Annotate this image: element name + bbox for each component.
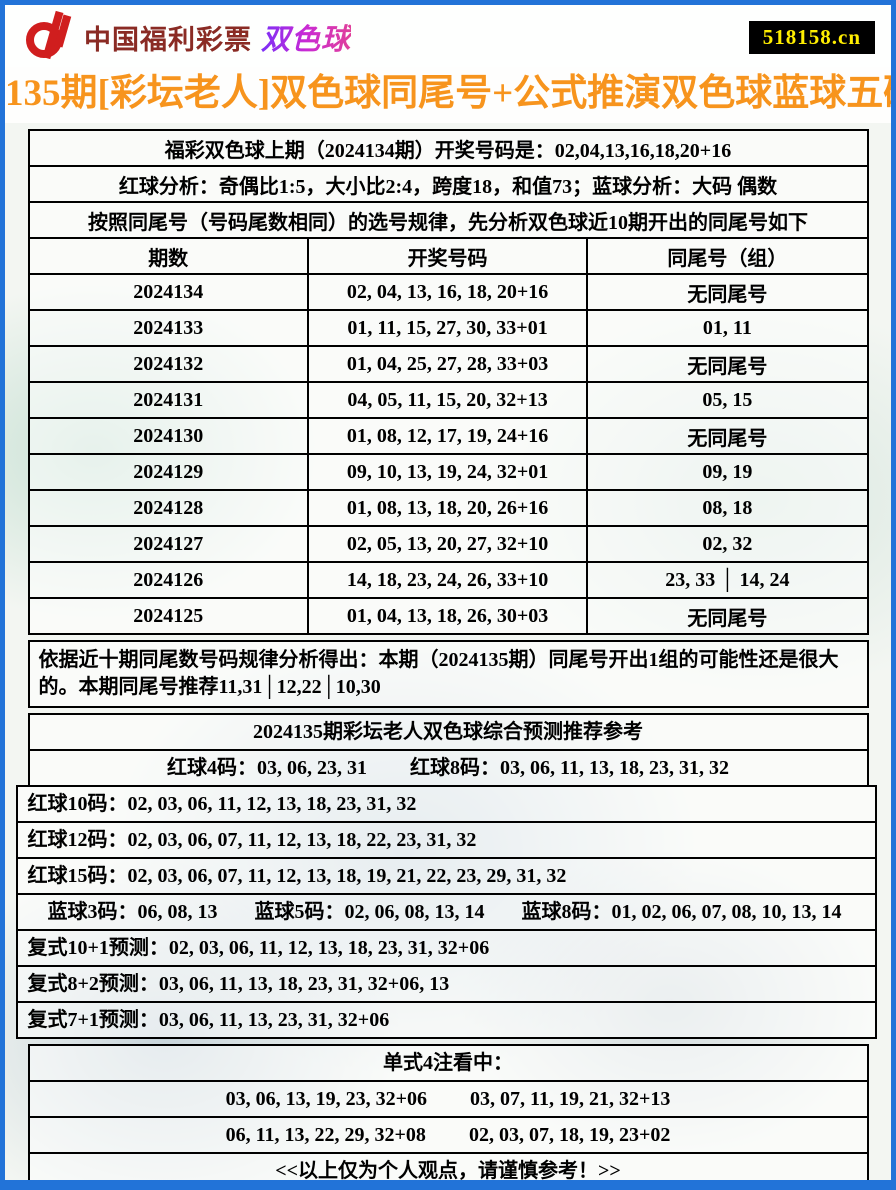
red4-prediction: 红球4码：03, 06, 23, 31 bbox=[167, 757, 368, 779]
danshi-row: 03, 06, 13, 19, 23, 32+06 03, 07, 11, 19… bbox=[27, 1080, 869, 1118]
history-table: 福彩双色球上期（2024134期）开奖号码是：02,04,13,16,18,20… bbox=[27, 129, 869, 635]
content: 福彩双色球上期（2024134期）开奖号码是：02,04,13,16,18,20… bbox=[15, 129, 877, 1180]
tails-cell: 05, 15 bbox=[586, 381, 869, 419]
numbers-cell: 01, 08, 13, 18, 20, 26+16 bbox=[306, 489, 589, 527]
period-cell: 2024129 bbox=[27, 453, 309, 491]
table-row: 2024134 02, 04, 13, 16, 18, 20+16 无同尾号 bbox=[27, 273, 869, 311]
fushi-10plus1-row: 复式10+1预测：02, 03, 06, 11, 12, 13, 18, 23,… bbox=[15, 929, 877, 967]
blue5-prediction: 蓝球5码：02, 06, 08, 13, 14 bbox=[254, 901, 485, 923]
fushi-7plus1-row: 复式7+1预测：03, 06, 11, 13, 23, 31, 32+06 bbox=[15, 1001, 877, 1039]
period-cell: 2024125 bbox=[27, 597, 309, 635]
numbers-cell: 09, 10, 13, 19, 24, 32+01 bbox=[306, 453, 589, 491]
danshi-header: 单式4注看中： bbox=[27, 1044, 869, 1082]
numbers-cell: 14, 18, 23, 24, 26, 33+10 bbox=[306, 561, 589, 599]
period-cell: 2024132 bbox=[27, 345, 309, 383]
table-row: 2024133 01, 11, 15, 27, 30, 33+01 01, 11 bbox=[27, 309, 869, 347]
numbers-cell: 04, 05, 11, 15, 20, 32+13 bbox=[306, 381, 589, 419]
red8-prediction: 红球8码：03, 06, 11, 13, 18, 23, 31, 32 bbox=[410, 757, 729, 779]
table-row: 2024131 04, 05, 11, 15, 20, 32+13 05, 15 bbox=[27, 381, 869, 419]
numbers-cell: 01, 04, 25, 27, 28, 33+03 bbox=[306, 345, 589, 383]
red10-row: 红球10码：02, 03, 06, 11, 12, 13, 18, 23, 31… bbox=[15, 785, 877, 823]
danshi-ticket: 06, 11, 13, 22, 29, 32+08 bbox=[225, 1124, 426, 1146]
tails-cell: 01, 11 bbox=[586, 309, 869, 347]
brand-product-name: 双色球 bbox=[261, 16, 351, 58]
table-row: 2024130 01, 08, 12, 17, 19, 24+16 无同尾号 bbox=[27, 417, 869, 455]
tails-cell: 无同尾号 bbox=[586, 273, 869, 311]
period-cell: 2024127 bbox=[27, 525, 309, 563]
site-badge[interactable]: 518158.cn bbox=[748, 20, 875, 54]
numbers-cell: 01, 11, 15, 27, 30, 33+01 bbox=[306, 309, 589, 347]
danshi-ticket: 03, 07, 11, 19, 21, 32+13 bbox=[470, 1088, 671, 1110]
last-draw-summary: 福彩双色球上期（2024134期）开奖号码是：02,04,13,16,18,20… bbox=[27, 129, 869, 167]
column-header-tails: 同尾号（组） bbox=[586, 237, 869, 275]
tails-cell: 08, 18 bbox=[586, 489, 869, 527]
danshi-ticket: 03, 06, 13, 19, 23, 32+06 bbox=[225, 1088, 428, 1110]
tails-cell: 无同尾号 bbox=[586, 597, 869, 635]
numbers-cell: 01, 08, 12, 17, 19, 24+16 bbox=[306, 417, 589, 455]
ball-analysis-summary: 红球分析：奇偶比1:5，大小比2:4，跨度18，和值73；蓝球分析：大码 偶数 bbox=[27, 165, 869, 203]
fushi-8plus2-row: 复式8+2预测：03, 06, 11, 13, 18, 23, 31, 32+0… bbox=[15, 965, 877, 1003]
analysis-text: 依据近十期同尾数号码规律分析得出：本期（2024135期）同尾号开出1组的可能性… bbox=[27, 640, 869, 708]
column-header-period: 期数 bbox=[27, 237, 309, 275]
tails-cell: 02, 32 bbox=[586, 525, 869, 563]
blue3-prediction: 蓝球3码：06, 08, 13 bbox=[47, 901, 218, 923]
period-cell: 2024126 bbox=[27, 561, 309, 599]
prediction-header: 2024135期彩坛老人双色球综合预测推荐参考 bbox=[27, 713, 869, 751]
tails-cell: 无同尾号 bbox=[586, 417, 869, 455]
danshi-row: 06, 11, 13, 22, 29, 32+08 02, 03, 07, 18… bbox=[27, 1116, 869, 1154]
tails-cell: 09, 19 bbox=[586, 453, 869, 491]
tails-cell: 无同尾号 bbox=[586, 345, 869, 383]
numbers-cell: 02, 04, 13, 16, 18, 20+16 bbox=[306, 273, 589, 311]
red4-red8-row: 红球4码：03, 06, 23, 31 红球8码：03, 06, 11, 13,… bbox=[27, 749, 869, 787]
intro-row: 红球分析：奇偶比1:5，大小比2:4，跨度18，和值73；蓝球分析：大码 偶数 bbox=[27, 165, 869, 203]
rule-description: 按照同尾号（号码尾数相同）的选号规律，先分析双色球近10期开出的同尾号如下 bbox=[27, 201, 869, 239]
period-cell: 2024128 bbox=[27, 489, 309, 527]
brand-name: 中国福利彩票 bbox=[84, 24, 252, 55]
danshi-ticket: 02, 03, 07, 18, 19, 23+02 bbox=[468, 1124, 671, 1146]
period-cell: 2024131 bbox=[27, 381, 309, 419]
period-cell: 2024134 bbox=[27, 273, 309, 311]
table-row: 2024129 09, 10, 13, 19, 24, 32+01 09, 19 bbox=[27, 453, 869, 491]
column-header-numbers: 开奖号码 bbox=[306, 237, 589, 275]
page-title: 135期[彩坛老人]双色球同尾号+公式推演双色球蓝球五码 bbox=[5, 67, 891, 123]
china-welfare-lottery-logo-icon bbox=[23, 9, 75, 66]
numbers-cell: 01, 04, 13, 18, 26, 30+03 bbox=[306, 597, 589, 635]
footer-note: <<以上仅为个人观点，请谨慎参考！>> bbox=[27, 1152, 869, 1180]
intro-row: 福彩双色球上期（2024134期）开奖号码是：02,04,13,16,18,20… bbox=[27, 129, 869, 167]
tails-cell: 23, 33 │ 14, 24 bbox=[586, 561, 869, 599]
red15-row: 红球15码：02, 03, 06, 07, 11, 12, 13, 18, 19… bbox=[15, 857, 877, 895]
table-row: 2024126 14, 18, 23, 24, 26, 33+10 23, 33… bbox=[27, 561, 869, 599]
table-row: 2024132 01, 04, 25, 27, 28, 33+03 无同尾号 bbox=[27, 345, 869, 383]
intro-row: 按照同尾号（号码尾数相同）的选号规律，先分析双色球近10期开出的同尾号如下 bbox=[27, 201, 869, 239]
brand: 中国福利彩票 双色球 bbox=[23, 9, 351, 66]
header: 中国福利彩票 双色球 518158.cn bbox=[5, 5, 891, 67]
blue8-prediction: 蓝球8码：01, 02, 06, 07, 08, 10, 13, 14 bbox=[521, 901, 842, 923]
table-header-row: 期数 开奖号码 同尾号（组） bbox=[27, 237, 869, 275]
red12-row: 红球12码：02, 03, 06, 07, 11, 12, 13, 18, 22… bbox=[15, 821, 877, 859]
blue-balls-row: 蓝球3码：06, 08, 13 蓝球5码：02, 06, 08, 13, 14 … bbox=[15, 893, 877, 931]
numbers-cell: 02, 05, 13, 20, 27, 32+10 bbox=[306, 525, 589, 563]
period-cell: 2024130 bbox=[27, 417, 309, 455]
table-row: 2024127 02, 05, 13, 20, 27, 32+10 02, 32 bbox=[27, 525, 869, 563]
period-cell: 2024133 bbox=[27, 309, 309, 347]
table-row: 2024128 01, 08, 13, 18, 20, 26+16 08, 18 bbox=[27, 489, 869, 527]
table-row: 2024125 01, 04, 13, 18, 26, 30+03 无同尾号 bbox=[27, 597, 869, 635]
